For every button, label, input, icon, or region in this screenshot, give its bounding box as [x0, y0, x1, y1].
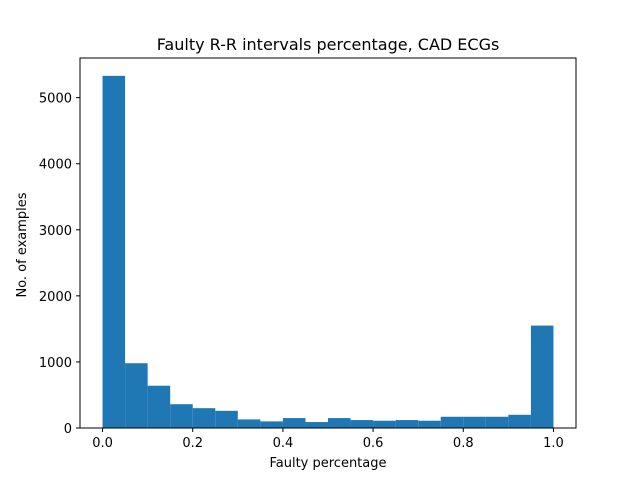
histogram-bar [530, 325, 554, 428]
histogram-bar [350, 420, 374, 428]
histogram-bar [237, 419, 261, 428]
x-axis-ticks: 0.0 0.2 0.4 0.6 0.8 1.0 [92, 428, 564, 451]
histogram-bar [125, 363, 148, 428]
histogram-bar [508, 414, 531, 428]
y-tick-label: 2000 [39, 290, 72, 305]
histogram-bar [102, 75, 126, 428]
histogram-bar [418, 420, 441, 428]
x-tick-label: 0.0 [92, 436, 113, 451]
histogram-bar [170, 404, 193, 428]
histogram-bar [305, 422, 328, 428]
histogram-bar [328, 418, 351, 428]
y-tick-label: 1000 [39, 356, 72, 371]
plot-frame [79, 57, 577, 429]
histogram-bar [440, 416, 464, 428]
x-tick-label: 0.2 [182, 436, 203, 451]
y-tick-label: 4000 [39, 158, 72, 173]
chart-title: Faulty R-R intervals percentage, CAD ECG… [157, 35, 500, 54]
y-tick-label: 5000 [39, 92, 72, 107]
histogram-bar [373, 420, 396, 428]
histogram-bar [192, 408, 216, 428]
x-tick-label: 1.0 [543, 436, 564, 451]
histogram-bar [282, 418, 306, 428]
x-tick-label: 0.6 [363, 436, 384, 451]
y-axis-ticks: 0 1000 2000 3000 4000 5000 [39, 92, 80, 437]
y-axis-label: No. of examples [15, 192, 30, 297]
histogram-bar [485, 416, 509, 428]
y-tick-label: 0 [64, 422, 72, 437]
x-tick-label: 0.4 [273, 436, 294, 451]
x-axis-label: Faulty percentage [269, 456, 386, 471]
x-tick-label: 0.8 [453, 436, 474, 451]
y-tick-label: 3000 [39, 224, 72, 239]
histogram-bar [147, 385, 171, 428]
histogram-bar [260, 421, 283, 428]
histogram-bar [463, 416, 486, 428]
histogram-bars [102, 75, 554, 428]
histogram-bar [215, 410, 238, 428]
histogram-bar [395, 420, 419, 428]
